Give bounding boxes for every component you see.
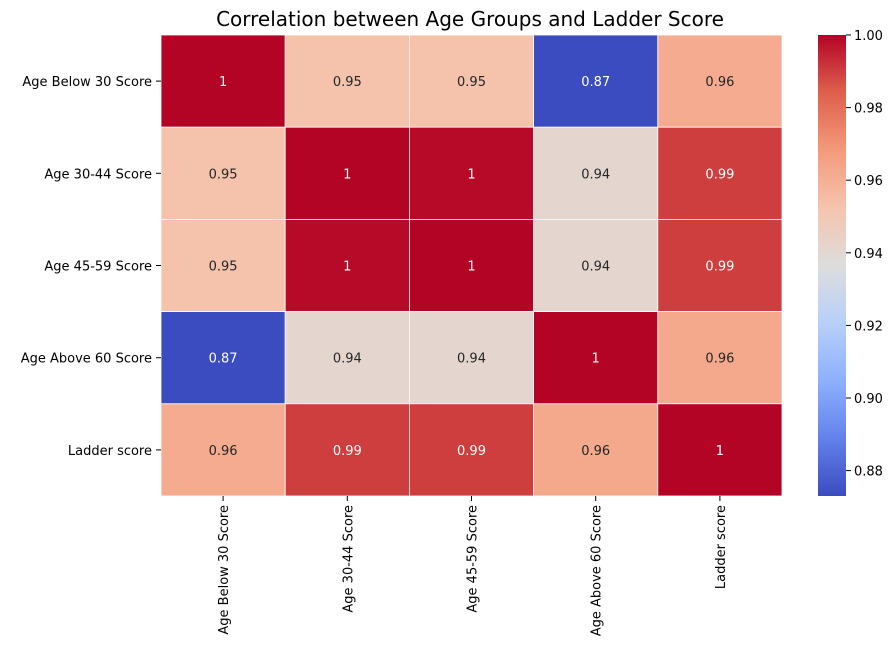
cell-annotation-r2-c2: 1 — [467, 260, 475, 275]
cell-annotation-r4-c4: 1 — [716, 444, 724, 459]
cell-annotation-r1-c0: 0.95 — [209, 167, 238, 182]
heatmap-cell-r4-c4 — [657, 403, 783, 497]
col-label-4: Ladder score — [714, 505, 729, 589]
heatmap-cell-r2-c1 — [284, 218, 410, 312]
heatmap-cell-r1-c4 — [657, 126, 783, 220]
row-label-3: Age Above 60 Score — [21, 352, 152, 367]
cell-annotation-r3-c0: 0.87 — [209, 352, 238, 367]
colorbar-tick-label-4: 0.96 — [854, 174, 883, 189]
heatmap-cell-r4-c2 — [408, 403, 534, 497]
cell-annotation-r0-c3: 0.87 — [581, 75, 610, 90]
colorbar-tick-label-3: 0.94 — [854, 247, 883, 262]
heatmap-cell-r0-c0 — [160, 34, 286, 128]
cell-annotation-r2-c0: 0.95 — [209, 260, 238, 275]
row-label-4: Ladder score — [68, 444, 152, 459]
colorbar-tick-label-2: 0.92 — [854, 319, 883, 334]
cell-annotation-r0-c0: 1 — [219, 75, 227, 90]
cell-annotation-r4-c1: 0.99 — [333, 444, 362, 459]
cell-annotation-r4-c2: 0.99 — [457, 444, 486, 459]
cell-annotation-r0-c4: 0.96 — [705, 75, 734, 90]
column-labels: Age Below 30 Score Age 30-44 Score Age 45-… — [217, 496, 729, 636]
col-label-2: Age 45-59 Score — [466, 505, 481, 613]
heatmap-annotations: 1 0.95 0.95 0.87 0.96 0.95 1 1 0.94 0.99 0.95 1 1 0.9… — [209, 75, 735, 459]
heatmap-cell-r0-c4 — [657, 34, 783, 128]
chart-title: Correlation between Age Groups and Ladde… — [216, 7, 724, 31]
cell-annotation-r1-c4: 0.99 — [705, 167, 734, 182]
heatmap-cell-r1-c0 — [160, 126, 286, 220]
row-labels: Age Below 30 Score Age 30-44 Score Age 45-… — [21, 75, 161, 459]
cell-annotation-r2-c3: 0.94 — [581, 260, 610, 275]
cell-annotation-r3-c4: 0.96 — [705, 352, 734, 367]
colorbar-tick-label-6: 1.00 — [854, 29, 883, 44]
cell-annotation-r3-c3: 1 — [592, 352, 600, 367]
heatmap-cells — [160, 34, 783, 497]
heatmap-cell-r2-c2 — [408, 218, 534, 312]
cell-annotation-r4-c3: 0.96 — [581, 444, 610, 459]
cell-annotation-r3-c1: 0.94 — [333, 352, 362, 367]
cell-annotation-r1-c2: 1 — [467, 167, 475, 182]
colorbar-gradient-bar — [818, 35, 846, 496]
heatmap-cell-r4-c0 — [160, 403, 286, 497]
cell-annotation-r4-c0: 0.96 — [209, 444, 238, 459]
heatmap-cell-r1-c2 — [408, 126, 534, 220]
heatmap-cell-r2-c4 — [657, 218, 783, 312]
heatmap-cell-r3-c1 — [284, 311, 410, 405]
heatmap-cell-r3-c2 — [408, 311, 534, 405]
colorbar-tick-label-5: 0.98 — [854, 102, 883, 117]
row-label-1: Age 30-44 Score — [44, 167, 152, 182]
cell-annotation-r3-c2: 0.94 — [457, 352, 486, 367]
cell-annotation-r2-c1: 1 — [343, 260, 351, 275]
colorbar-tick-label-0: 0.88 — [854, 465, 883, 480]
heatmap-cell-r0-c3 — [533, 34, 659, 128]
col-label-1: Age 30-44 Score — [341, 505, 356, 613]
cell-annotation-r1-c1: 1 — [343, 167, 351, 182]
cell-annotation-r2-c4: 0.99 — [705, 260, 734, 275]
row-label-2: Age 45-59 Score — [44, 260, 152, 275]
heatmap-cell-r3-c4 — [657, 311, 783, 405]
cell-annotation-r1-c3: 0.94 — [581, 167, 610, 182]
heatmap-cell-r3-c3 — [533, 311, 659, 405]
colorbar: 0.88 0.90 0.92 0.94 0.96 0.98 1.00 — [818, 29, 883, 496]
colorbar-tick-label-1: 0.90 — [854, 392, 883, 407]
heatmap-cell-r4-c1 — [284, 403, 410, 497]
row-label-0: Age Below 30 Score — [22, 75, 152, 90]
col-label-0: Age Below 30 Score — [217, 505, 232, 635]
heatmap-cell-r2-c3 — [533, 218, 659, 312]
cell-annotation-r0-c2: 0.95 — [457, 75, 486, 90]
heatmap-cell-r0-c1 — [284, 34, 410, 128]
cell-annotation-r0-c1: 0.95 — [333, 75, 362, 90]
heatmap-cell-r0-c2 — [408, 34, 534, 128]
col-label-3: Age Above 60 Score — [590, 505, 605, 636]
